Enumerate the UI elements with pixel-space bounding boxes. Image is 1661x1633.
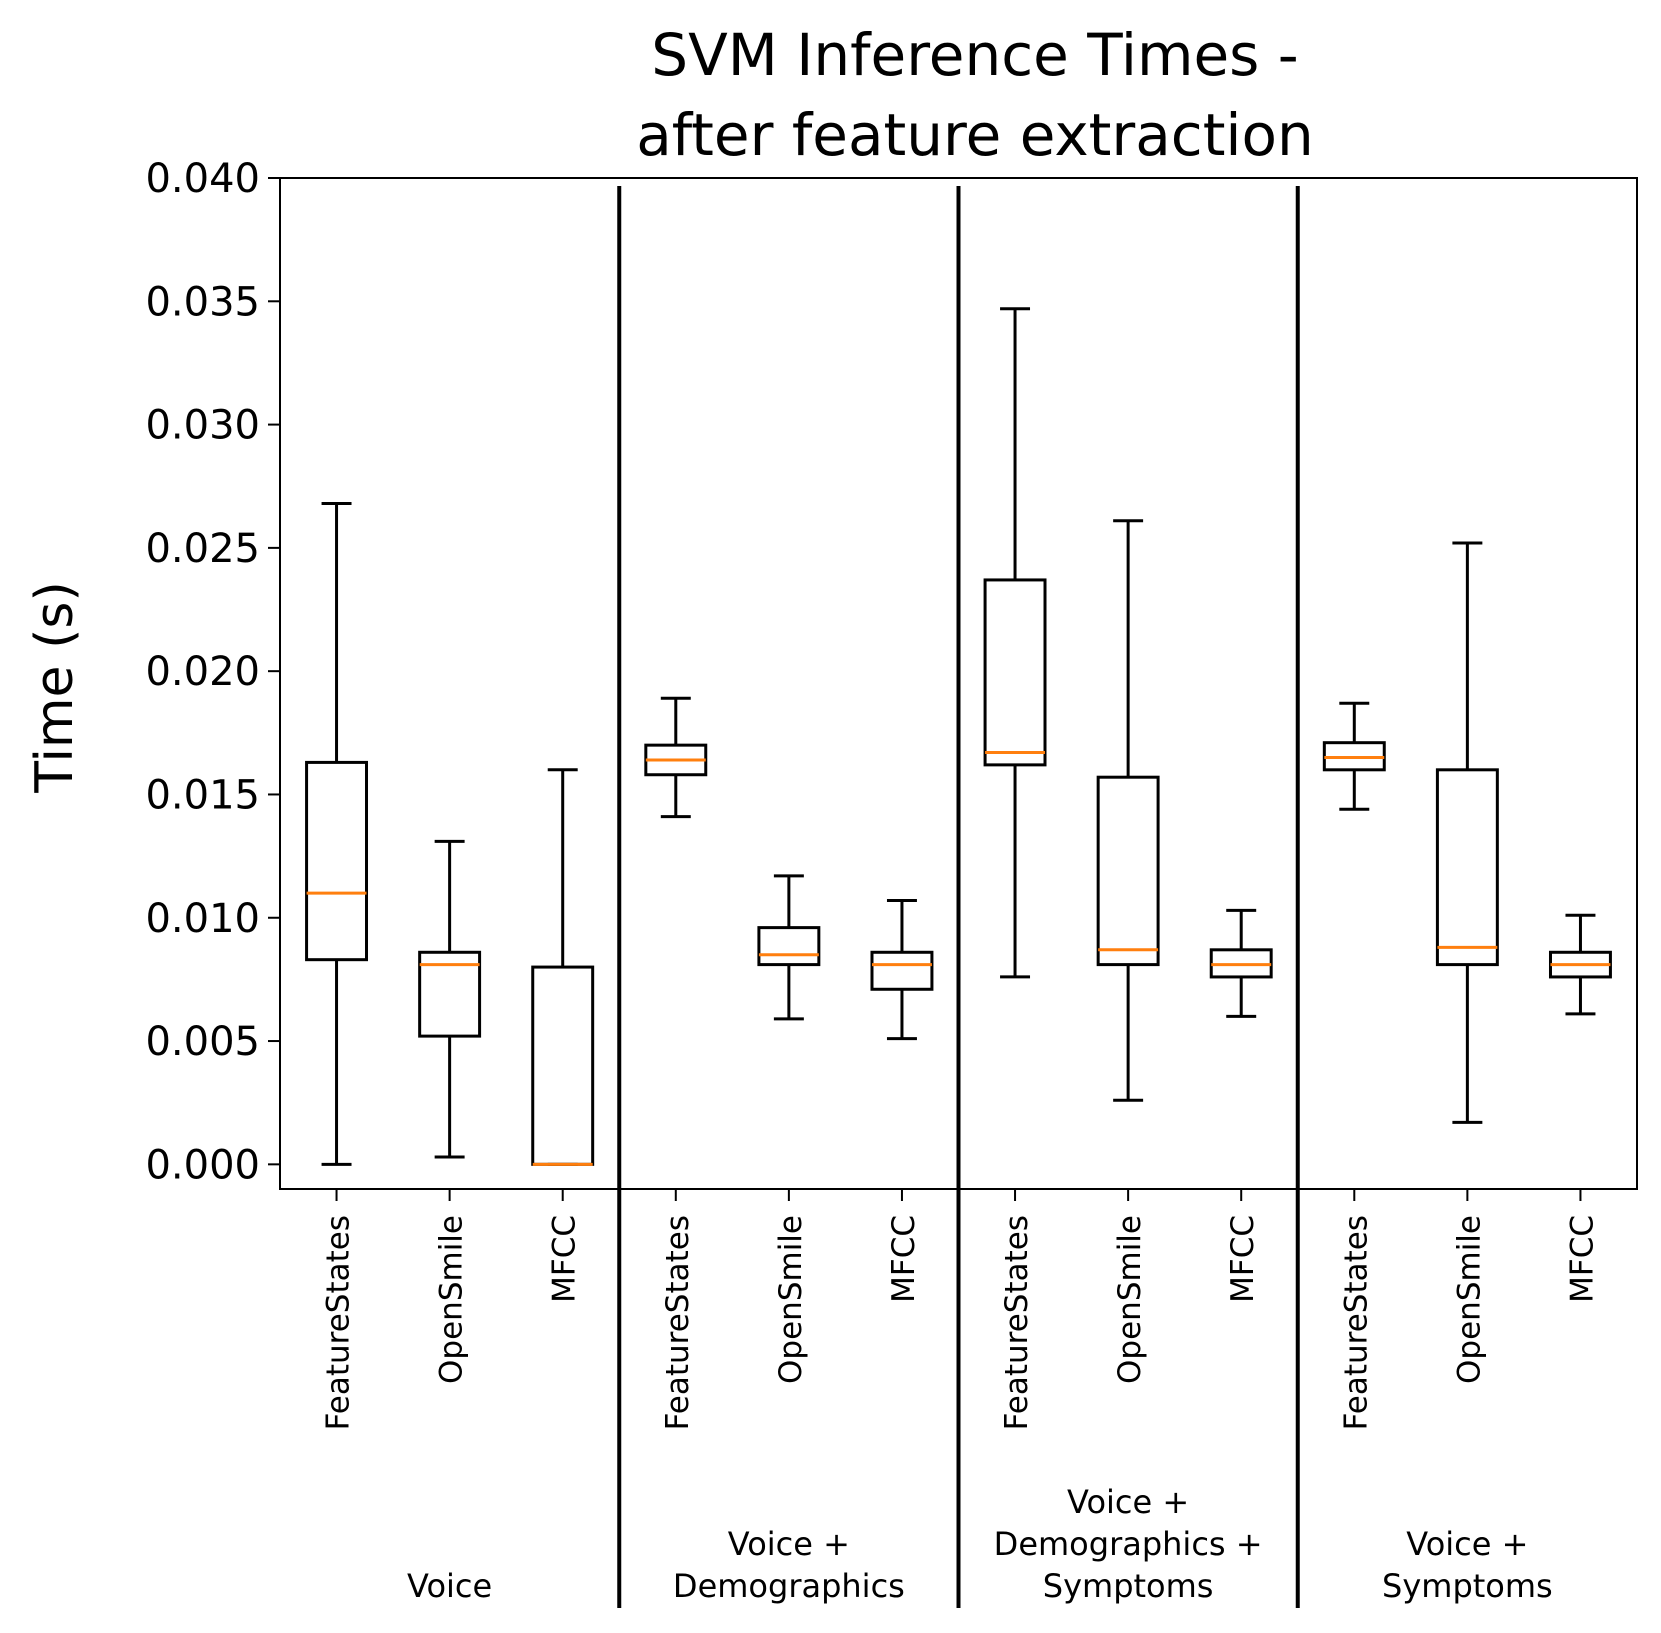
group-label-line: Demographics + (994, 1525, 1263, 1563)
y-axis-label: Time (s) (25, 581, 85, 793)
chart-title-line-1: SVM Inference Times - (651, 21, 1299, 89)
x-tick-label: OpenSmile (1112, 1215, 1148, 1384)
y-tick-label: 0.000 (145, 1142, 260, 1188)
boxplot-featurestates (983, 307, 1047, 979)
boxplot-mfcc (1548, 913, 1612, 1016)
group-label-line: Voice + (728, 1525, 850, 1563)
group-label-line: Voice + (1067, 1483, 1189, 1521)
boxplot-opensmile (1435, 541, 1499, 1124)
group-label-line: Demographics (673, 1567, 905, 1605)
x-tick-label: MFCC (547, 1215, 583, 1303)
y-tick-label: 0.030 (145, 403, 260, 449)
iqr-box (757, 926, 821, 967)
group-label-line: Voice + (1406, 1525, 1528, 1563)
boxplot-mfcc (531, 768, 595, 1166)
group-label-line: Voice (407, 1567, 492, 1605)
group-label-line: Symptoms (1382, 1567, 1553, 1605)
x-tick-label: MFCC (1225, 1215, 1261, 1303)
x-tick-label: FeatureStates (999, 1215, 1035, 1430)
iqr-box (870, 950, 934, 991)
group-labels: Voice Voice + Demographics Voice + Demograph… (407, 1483, 1553, 1605)
x-tick-label: MFCC (886, 1215, 922, 1303)
iqr-box (305, 760, 369, 962)
boxplot-featurestates (305, 501, 369, 1166)
boxplot-opensmile (1096, 519, 1160, 1102)
iqr-box (1096, 775, 1160, 967)
boxplot-opensmile (418, 839, 482, 1159)
x-tick-label: MFCC (1564, 1215, 1600, 1303)
y-tick-label: 0.015 (145, 772, 260, 818)
x-tick-label: OpenSmile (1451, 1215, 1487, 1384)
x-tick-label: FeatureStates (1338, 1215, 1374, 1430)
chart-title-line-2: after feature extraction (636, 101, 1314, 169)
x-tick-label: OpenSmile (773, 1215, 809, 1384)
boxplot-opensmile (757, 874, 821, 1021)
group-label-line: Symptoms (1043, 1567, 1214, 1605)
y-tick-label: 0.020 (145, 649, 260, 695)
x-tick-label: OpenSmile (434, 1215, 470, 1384)
y-tick-label: 0.040 (145, 156, 260, 202)
x-ticks: FeatureStates OpenSmile MFCC FeatureStates O… (321, 1189, 1600, 1430)
boxplot-mfcc (1209, 908, 1273, 1018)
iqr-box (531, 965, 595, 1166)
y-tick-label: 0.005 (145, 1019, 260, 1065)
y-tick-label: 0.025 (145, 526, 260, 572)
iqr-box (983, 578, 1047, 767)
y-tick-label: 0.010 (145, 896, 260, 942)
x-tick-label: FeatureStates (321, 1215, 357, 1430)
boxplot-mfcc (870, 898, 934, 1041)
boxplots (305, 307, 1612, 1166)
y-ticks: 0.000 0.005 0.010 0.015 0.020 0.025 0.030 0.035… (145, 156, 280, 1188)
iqr-box (418, 950, 482, 1038)
y-tick-label: 0.035 (145, 279, 260, 325)
boxplot-featurestates (1322, 701, 1386, 811)
x-tick-label: FeatureStates (660, 1215, 696, 1430)
iqr-box (1435, 768, 1499, 967)
group-separators (617, 186, 1300, 1608)
boxplot-featurestates (644, 696, 708, 819)
